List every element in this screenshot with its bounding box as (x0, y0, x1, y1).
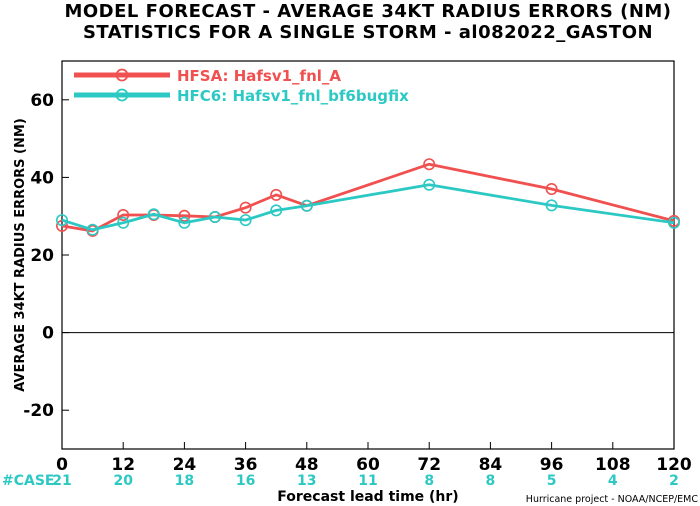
series-line-2 (61, 183, 675, 232)
series-2-point (117, 216, 130, 229)
series-layer (55, 158, 680, 237)
case-count: 8 (486, 473, 496, 489)
y-tick-label: -20 (23, 401, 54, 421)
series-2-point (178, 216, 191, 229)
x-axis-label: Forecast lead time (hr) (277, 489, 458, 505)
x-tick-label: 48 (295, 455, 319, 475)
y-axis-ticks: -20 0 20 40 60 (23, 91, 69, 421)
case-count: 4 (608, 473, 618, 489)
x-tick-label: 72 (417, 455, 441, 475)
series-1-point (178, 209, 191, 222)
series-1-point (423, 158, 436, 171)
series-2-point (545, 199, 558, 212)
credit-text: Hurricane project - NOAA/NCEP/EMC (526, 494, 699, 505)
case-label: #CASE (2, 473, 55, 489)
plot-frame (61, 60, 675, 450)
case-count: 11 (358, 473, 377, 489)
legend-label-1: HFSA: Hafsv1_fnl_A (177, 67, 341, 85)
chart-subtitle: STATISTICS FOR A SINGLE STORM - al082022… (83, 22, 653, 43)
x-axis-ticks: 0 12 24 36 48 60 72 84 96 108 120 (56, 442, 692, 475)
case-count: 2 (669, 473, 679, 489)
x-tick-label: 24 (173, 455, 197, 475)
x-tick-label: 96 (540, 455, 564, 475)
series-2-point (147, 208, 160, 221)
x-tick-label: 12 (111, 455, 135, 475)
series-1-point (545, 183, 558, 196)
series-2-point (209, 210, 222, 223)
case-count: 16 (236, 473, 255, 489)
legend-label-2: HFC6: Hafsv1_fnl_bf6bugfix (177, 87, 409, 105)
x-tick-label: 84 (479, 455, 503, 475)
x-tick-label: 108 (595, 455, 631, 475)
y-tick-label: 0 (42, 324, 54, 344)
legend-marker-2 (115, 88, 129, 102)
case-count: 20 (113, 473, 133, 489)
legend: HFSA: Hafsv1_fnl_A HFC6: Hafsv1_fnl_bf6bu… (74, 67, 409, 105)
case-count: 13 (297, 473, 316, 489)
series-2-point (55, 214, 68, 227)
y-axis-label: AVERAGE 34KT RADIUS ERRORS (NM) (13, 118, 28, 392)
series-1-point (270, 188, 283, 201)
x-tick-label: 36 (234, 455, 258, 475)
case-count: 5 (547, 473, 557, 489)
case-count: 18 (175, 473, 194, 489)
case-count: 21 (52, 473, 71, 489)
series-2-point (423, 178, 436, 191)
x-tick-label: 0 (56, 455, 68, 475)
y-tick-label: 60 (30, 91, 54, 111)
y-tick-label: 20 (30, 246, 54, 266)
legend-marker-1 (115, 68, 129, 82)
chart-title: MODEL FORECAST - AVERAGE 34KT RADIUS ERR… (64, 1, 671, 22)
x-tick-label: 60 (356, 455, 380, 475)
series-2-point (270, 204, 283, 217)
series-1-point (239, 201, 252, 214)
series-2-point (300, 199, 313, 212)
case-count: 8 (424, 473, 434, 489)
series-1-point (117, 209, 130, 222)
x-tick-label: 120 (656, 455, 692, 475)
y-tick-label: 40 (30, 168, 54, 188)
series-2-point (239, 214, 252, 227)
series-2-point (86, 223, 99, 236)
series-2-point (667, 216, 680, 229)
